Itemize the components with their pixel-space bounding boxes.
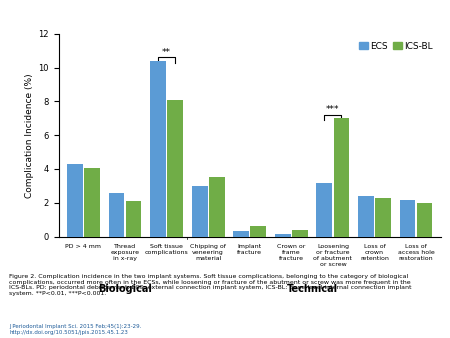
Bar	[358, 196, 374, 237]
Bar	[400, 200, 415, 237]
Text: Figure 2. Complication incidence in the two implant systems. Soft tissue complic: Figure 2. Complication incidence in the …	[9, 274, 411, 296]
Bar	[192, 186, 207, 237]
Bar	[150, 61, 166, 237]
Text: Biological: Biological	[98, 284, 152, 294]
Text: J Periodontal Implant Sci. 2015 Feb;45(1):23-29.
http://dx.doi.org/10.5051/jpis.: J Periodontal Implant Sci. 2015 Feb;45(1…	[9, 324, 141, 335]
Y-axis label: Complication Incidence (%): Complication Incidence (%)	[25, 73, 34, 197]
Text: **: **	[162, 48, 171, 57]
Bar	[333, 118, 349, 237]
Bar	[67, 164, 83, 237]
Text: ***: ***	[326, 105, 340, 114]
Bar	[250, 226, 266, 237]
Bar	[292, 230, 308, 237]
Bar	[126, 201, 141, 237]
Bar	[234, 231, 249, 237]
Bar	[108, 193, 124, 237]
Bar	[167, 100, 183, 237]
Bar	[375, 198, 391, 237]
Bar	[84, 168, 100, 237]
Bar	[209, 177, 225, 237]
Bar	[316, 183, 332, 237]
Bar	[275, 234, 291, 237]
Text: Technical: Technical	[287, 284, 338, 294]
Legend: ECS, ICS-BL: ECS, ICS-BL	[355, 38, 436, 54]
Bar	[417, 203, 432, 237]
